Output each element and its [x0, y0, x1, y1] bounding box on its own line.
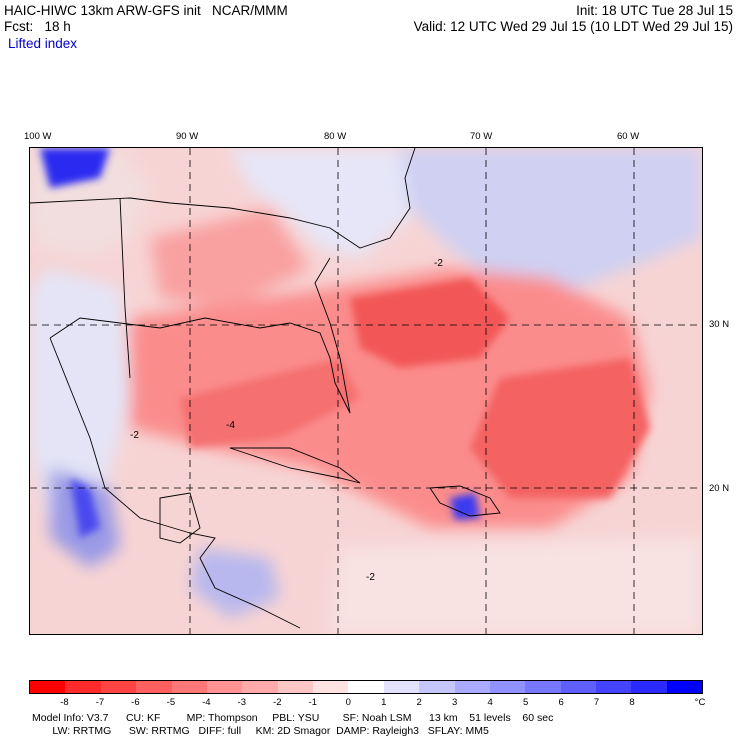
color-scale-label: 2 — [416, 697, 422, 708]
lat-label-30n: 30 N — [709, 319, 730, 330]
contour-labels: -2 -4 -2 -2 — [130, 258, 443, 583]
color-swatch — [242, 681, 278, 693]
color-scale-label: -4 — [202, 697, 211, 708]
map-canvas: -2 -4 -2 -2 — [30, 148, 702, 634]
color-swatch — [171, 681, 207, 693]
color-scale-label: -1 — [308, 697, 318, 708]
color-swatch — [560, 681, 596, 693]
color-scale-label: -8 — [60, 697, 69, 708]
lifted-index-map: -2 -4 -2 -2 — [29, 147, 703, 635]
strong-instability-band-gulf — [180, 358, 360, 448]
color-scale-label: 6 — [558, 697, 564, 708]
contour-label: -2 — [366, 572, 375, 583]
color-swatch — [525, 681, 561, 693]
color-scale-label: 3 — [452, 697, 458, 708]
lat-label-20n: 20 N — [709, 483, 730, 494]
color-scale-label: 8 — [629, 697, 635, 708]
lon-label-80w: 80 W — [324, 131, 347, 142]
color-scale-label: -3 — [237, 697, 247, 708]
field-name: Lifted index — [8, 36, 78, 51]
forecast-hour: Fcst: 18 h — [4, 19, 71, 34]
color-scale-label: 1 — [381, 697, 387, 708]
color-scale-bar — [29, 680, 703, 694]
strong-instability-core-north — [350, 278, 510, 368]
color-scale-label: 7 — [593, 697, 600, 708]
model-title: HAIC-HIWC 13km ARW-GFS init NCAR/MMM — [4, 3, 288, 18]
color-scale-label: 5 — [522, 697, 529, 708]
color-swatch — [30, 681, 66, 693]
color-swatch — [313, 681, 349, 693]
color-scale-label: -2 — [273, 697, 282, 708]
color-swatch — [631, 681, 667, 693]
color-scale-label: 4 — [487, 697, 493, 708]
color-scale-unit: °C — [694, 697, 706, 708]
color-swatch — [100, 681, 137, 693]
color-swatch — [383, 681, 420, 693]
lat-lon-grid — [30, 148, 702, 634]
model-info-line-1: Model Info: V3.7 CU: KF MP: Thompson PBL… — [32, 712, 554, 724]
lon-label-70w: 70 W — [470, 131, 493, 142]
color-scale-label: -7 — [95, 697, 105, 708]
lon-label-60w: 60 W — [617, 131, 640, 142]
stable-region-mexico — [30, 268, 130, 528]
color-swatch — [65, 681, 101, 693]
color-scale-label: 0 — [345, 697, 351, 708]
lifted-index-field — [30, 148, 702, 634]
contour-label: -4 — [226, 420, 235, 431]
color-swatch — [419, 681, 455, 693]
color-swatch — [666, 681, 703, 693]
color-swatch — [136, 681, 172, 693]
init-time: Init: 18 UTC Tue 28 Jul 15 — [576, 3, 733, 18]
color-scale-label: -6 — [131, 697, 140, 708]
stable-region-east-us — [230, 148, 410, 258]
contour-label: -2 — [434, 258, 443, 269]
lon-label-100w: 100 W — [24, 131, 52, 142]
model-info-line-2: LW: RRTMG SW: RRTMG DIFF: full KM: 2D Sm… — [32, 725, 489, 737]
state-border-west — [119, 197, 131, 379]
cuba-outline — [229, 447, 361, 484]
color-swatch — [489, 681, 526, 693]
color-swatch — [206, 681, 243, 693]
color-scale-label: -5 — [166, 697, 176, 708]
color-swatch — [348, 681, 384, 693]
very-stable-cell-north — [40, 148, 110, 188]
color-swatch — [277, 681, 313, 693]
state-border-lines — [30, 148, 416, 249]
valid-time: Valid: 12 UTC Wed 29 Jul 15 (10 LDT Wed … — [413, 19, 733, 34]
color-swatch — [596, 681, 632, 693]
very-stable-cell-mexico — [70, 478, 100, 538]
color-swatch — [454, 681, 490, 693]
lon-label-90w: 90 W — [176, 131, 199, 142]
gulf-coastline — [49, 257, 351, 414]
stable-region-central-america — [190, 548, 280, 618]
coastlines-and-borders — [30, 148, 501, 629]
weak-region-caribbean-south — [330, 538, 702, 634]
strong-instability-core-east — [470, 358, 650, 498]
hispaniola-outline — [429, 485, 501, 517]
contour-label: -2 — [130, 430, 139, 441]
very-stable-cell-hispaniola — [450, 493, 480, 520]
stable-region-atlantic — [390, 148, 702, 298]
